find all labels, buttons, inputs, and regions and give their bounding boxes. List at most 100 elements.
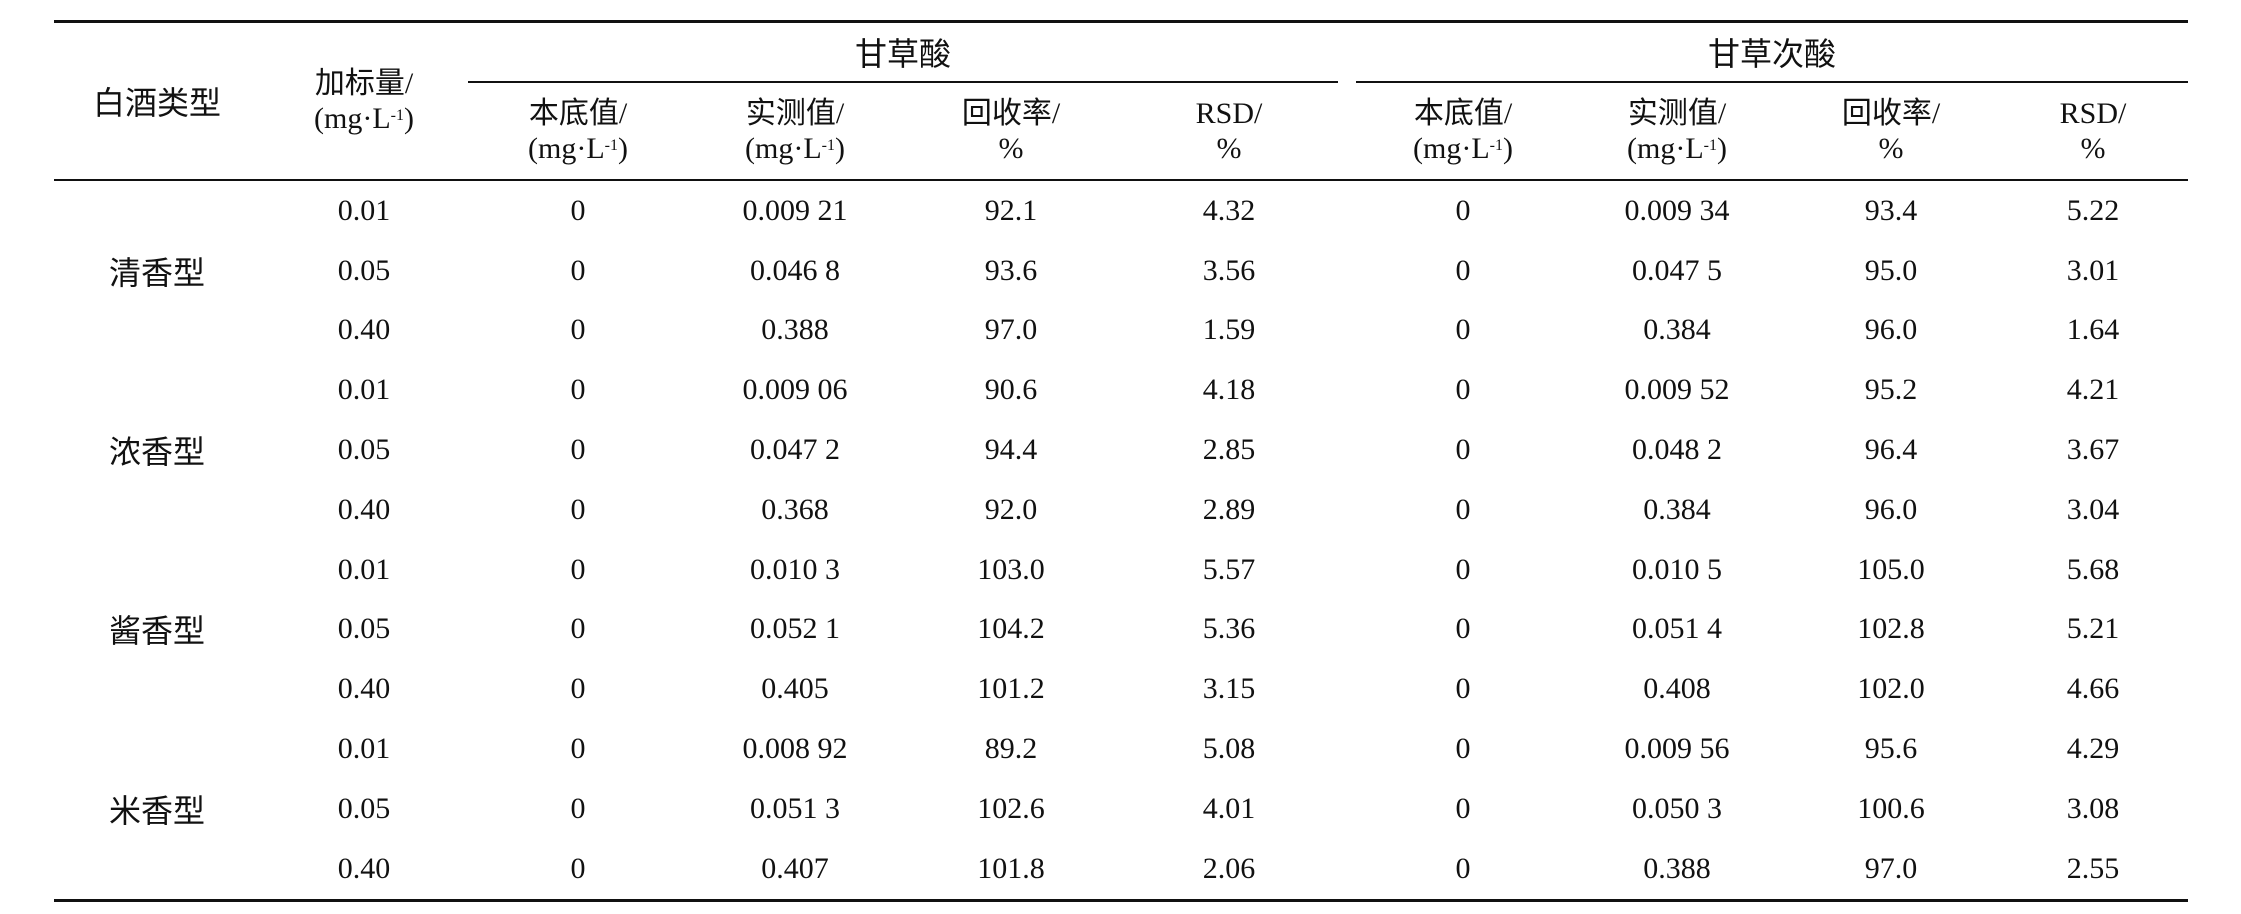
table-cell: 3.56 (1202, 253, 1256, 287)
table-cell: 0 (570, 672, 586, 706)
column-gap (1338, 540, 1356, 600)
table-cell: 0 (1455, 851, 1471, 885)
table-cell: 94.4 (984, 433, 1038, 467)
table-cell: 0 (570, 851, 586, 885)
table-cell: 0 (570, 193, 586, 227)
column-gap (1338, 180, 1356, 241)
table-cell: 0.40 (337, 492, 391, 526)
sub-l2: (mg·L (1627, 132, 1704, 165)
table-cell: 95.6 (1864, 732, 1918, 766)
table-cell: 0.009 52 (1624, 373, 1730, 407)
sub-l1: RSD/ (2059, 96, 2127, 130)
table-cell: 4.18 (1202, 373, 1256, 407)
table-cell: 0.052 1 (750, 612, 840, 646)
table-cell: 1.64 (2066, 313, 2120, 347)
table-cell: 5.08 (1202, 732, 1256, 766)
sub-close: ) (1503, 132, 1513, 165)
table-cell: 0 (570, 253, 586, 287)
table-cell: 0.384 (1643, 313, 1711, 347)
sub-l2: % (1878, 132, 1904, 165)
sub-close: ) (834, 132, 845, 165)
table-row: 0.40 0 0.368 92.0 2.89 0 0.384 96.0 3.04 (54, 480, 2188, 540)
column-gap (1338, 600, 1356, 660)
table-cell: 96.4 (1864, 433, 1918, 467)
table-cell: 0.010 3 (750, 552, 840, 586)
table-cell: 93.4 (1864, 193, 1918, 227)
liquor-type-cell: 酱香型 (108, 613, 205, 650)
table-cell: 0 (570, 373, 586, 407)
table-cell: 92.1 (984, 193, 1038, 227)
table-cell: 0 (1455, 313, 1471, 347)
table-cell: 0.05 (337, 253, 391, 287)
sub-close: ) (1717, 132, 1727, 165)
column-gap (1338, 839, 1356, 900)
table-cell: 3.08 (2066, 791, 2120, 825)
table-row: 米香型 0.01 0 0.008 92 89.2 5.08 0 0.009 56 95.6 4.2… (54, 719, 2188, 829)
table-cell: 3.01 (2066, 253, 2120, 287)
header-spike-line1: 加标量/ (314, 66, 414, 100)
table-cell: 0.01 (337, 193, 391, 227)
table-row: 0.05 0 0.046 8 93.6 3.56 0 0.047 5 95.0 3.01 (54, 241, 2188, 301)
table-cell: 0 (570, 433, 586, 467)
table-cell: 0.05 (337, 433, 391, 467)
table-cell: 3.67 (2066, 433, 2120, 467)
header-sub-col: 回收率/% (1784, 82, 1998, 180)
column-gap (1338, 241, 1356, 301)
sub-l2: % (1216, 132, 1242, 165)
table-row: 0.05 0 0.051 3 102.6 4.01 0 0.050 3 100.6 3.08 (54, 779, 2188, 839)
column-gap (1338, 360, 1356, 420)
table-row: 清香型 0.01 0 0.009 21 92.1 4.32 0 0.009 34 93.4 5.2… (54, 180, 2188, 291)
table-cell: 5.21 (2066, 612, 2120, 646)
header-group2-label: 甘草次酸 (1708, 36, 1837, 72)
table-cell: 0 (1455, 552, 1471, 586)
sub-close: ) (617, 132, 628, 165)
header-sub-col: RSD/% (1120, 82, 1338, 180)
table-row: 0.40 0 0.407 101.8 2.06 0 0.388 97.0 2.55 (54, 839, 2189, 901)
table-cell: 101.2 (977, 672, 1045, 706)
liquor-type-cell: 米香型 (108, 792, 205, 829)
sub-sup: -1 (604, 137, 618, 154)
table-cell: 100.6 (1857, 791, 1925, 825)
table-cell: 95.0 (1864, 253, 1918, 287)
table-cell: 0.05 (337, 612, 391, 646)
header-spike-sup: -1 (390, 107, 404, 124)
table-cell: 103.0 (977, 552, 1045, 586)
table-cell: 0 (1455, 612, 1471, 646)
table-cell: 2.85 (1202, 433, 1256, 467)
table-cell: 0.388 (761, 313, 829, 347)
sub-l1: 本底值/ (528, 96, 628, 130)
table-cell: 5.36 (1202, 612, 1256, 646)
header-group-glycyrrhizic-acid: 甘草酸 (468, 21, 1339, 83)
table-cell: 102.0 (1857, 672, 1925, 706)
table-cell: 0.384 (1643, 492, 1711, 526)
recovery-table: 白酒类型 加标量/ (mg·L-1) 甘草酸 甘草次酸 本底值/(mg·L-1)… (54, 20, 2189, 902)
column-gap (1338, 301, 1356, 361)
table-cell: 0 (1455, 672, 1471, 706)
table-cell: 0 (1455, 253, 1471, 287)
table-cell: 0.40 (337, 851, 391, 885)
table-row: 0.05 0 0.047 2 94.4 2.85 0 0.048 2 96.4 3.67 (54, 420, 2188, 480)
table-cell: 102.8 (1857, 612, 1925, 646)
column-gap (1338, 779, 1356, 839)
table-cell: 0.047 2 (750, 433, 840, 467)
table-cell: 0.047 5 (1632, 253, 1723, 287)
table-row: 酱香型 0.01 0 0.010 3 103.0 5.57 0 0.010 5 105.0 5.6… (54, 540, 2188, 650)
sub-l1: 回收率/ (1841, 96, 1941, 130)
table-cell: 89.2 (984, 732, 1038, 766)
table-cell: 5.22 (2066, 193, 2120, 227)
sub-l2: (mg·L (528, 132, 605, 165)
liquor-type-cell: 浓香型 (108, 434, 205, 471)
table-header: 白酒类型 加标量/ (mg·L-1) 甘草酸 甘草次酸 本底值/(mg·L-1)… (54, 21, 2189, 180)
table-cell: 0 (1455, 433, 1471, 467)
table-cell: 0 (1455, 732, 1471, 766)
table-cell: 3.15 (1202, 672, 1256, 706)
table-cell: 93.6 (984, 253, 1038, 287)
header-subrow: 本底值/(mg·L-1) 实测值/(mg·L-1) 回收率/% RSD/% 本底… (54, 82, 2189, 180)
table-cell: 0.046 8 (750, 253, 840, 287)
table-cell: 0.40 (337, 313, 391, 347)
table-cell: 0.01 (337, 552, 391, 586)
table-cell: 0.40 (337, 672, 391, 706)
header-liquor-type-label: 白酒类型 (92, 85, 221, 121)
table-row: 浓香型 0.01 0 0.009 06 90.6 4.18 0 0.009 52 95.2 4.2… (54, 360, 2188, 470)
header-sub-col: 本底值/(mg·L-1) (468, 82, 688, 180)
